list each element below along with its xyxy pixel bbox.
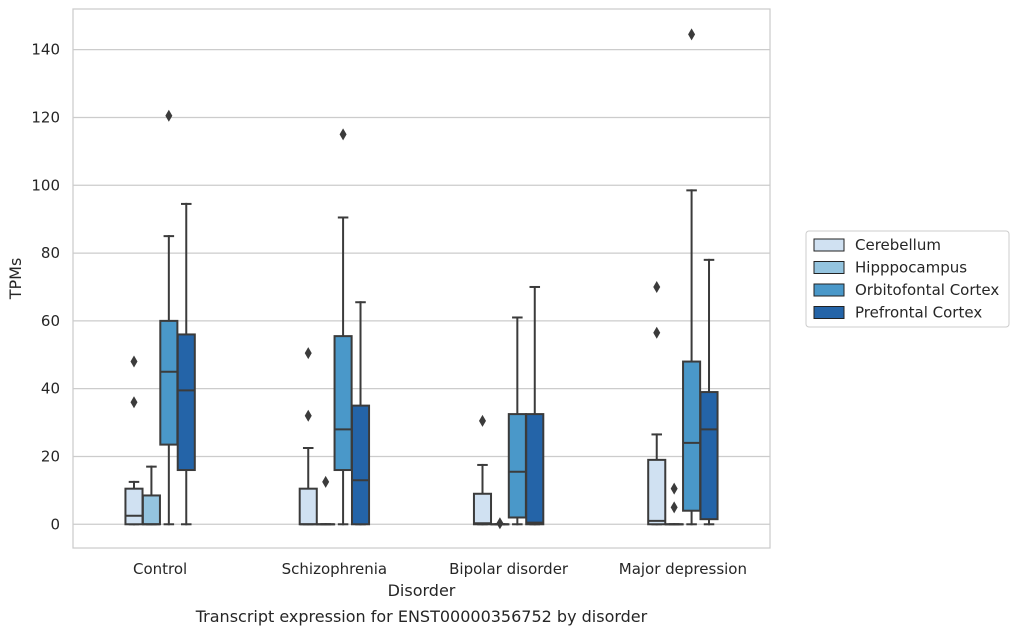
- box-body: [472, 492, 493, 526]
- outlier-point: [688, 28, 696, 41]
- x-tick-label: Control: [133, 560, 187, 578]
- box-body: [350, 404, 371, 526]
- legend-swatch: [813, 261, 845, 274]
- y-tick-label: 80: [41, 244, 60, 262]
- box-body: [525, 413, 545, 526]
- box-body: [141, 494, 161, 526]
- outlier-point: [653, 326, 661, 339]
- legend-item: Prefrontal Cortex: [813, 304, 982, 322]
- y-tick-label: 60: [41, 312, 60, 330]
- outlier-point: [322, 475, 330, 488]
- legend-label: Hipppocampus: [855, 259, 967, 277]
- box-hipppocampus: [141, 465, 161, 526]
- box-orbitofontal-cortex: [333, 128, 353, 526]
- y-axis-label: TPMs: [6, 258, 25, 301]
- y-axis-ticks: 0 20 40 60 80 100 120 140: [31, 41, 60, 534]
- outlier-point: [670, 501, 678, 514]
- legend-swatch: [813, 238, 845, 252]
- box-body: [682, 360, 702, 512]
- legend-label: Orbitofontal Cortex: [855, 281, 999, 299]
- box-orbitofontal-cortex: [507, 316, 527, 526]
- legend-label: Prefrontal Cortex: [855, 304, 982, 322]
- box-cerebellum: [298, 347, 318, 526]
- y-tick-label: 100: [31, 176, 60, 194]
- outlier-point: [304, 347, 312, 360]
- box-plot-series: [124, 28, 719, 530]
- x-axis-ticks: Control Schizophrenia Bipolar disorder Majo…: [133, 560, 747, 578]
- box-body: [647, 458, 667, 526]
- box-cerebellum: [647, 280, 667, 526]
- outlier-point: [496, 517, 504, 530]
- outlier-point: [130, 355, 138, 368]
- box-body: [124, 487, 144, 526]
- x-axis-label: Disorder: [388, 581, 456, 600]
- box-hipppocampus: [664, 482, 684, 526]
- box-prefrontal-cortex: [176, 202, 196, 526]
- y-tick-label: 40: [41, 380, 60, 398]
- box-body: [507, 413, 527, 519]
- legend-item: Cerebellum: [813, 236, 941, 254]
- plot-area-frame: [72, 8, 771, 549]
- box-hipppocampus: [490, 517, 510, 530]
- legend: Cerebellum Hipppocampus Orbitofontal Corte…: [805, 230, 1010, 328]
- outlier-point: [478, 414, 486, 427]
- outlier-point: [339, 128, 347, 141]
- y-tick-label: 20: [41, 447, 60, 465]
- legend-label: Cerebellum: [855, 236, 941, 254]
- box-hipppocampus: [316, 475, 336, 526]
- box-body: [298, 487, 318, 526]
- outlier-point: [653, 280, 661, 293]
- box-orbitofontal-cortex: [682, 28, 702, 526]
- box-cerebellum: [472, 414, 493, 526]
- box-prefrontal-cortex: [525, 285, 545, 526]
- y-tick-label: 120: [31, 108, 60, 126]
- box-body: [159, 319, 179, 446]
- box-body: [699, 391, 719, 521]
- legend-frame: [805, 230, 1010, 328]
- x-tick-label: Schizophrenia: [282, 560, 387, 578]
- outlier-point: [670, 482, 678, 495]
- box-prefrontal-cortex: [350, 301, 371, 526]
- outlier-point: [130, 396, 138, 409]
- y-tick-label: 140: [31, 41, 60, 59]
- box-body: [176, 333, 196, 472]
- box-body: [333, 335, 353, 472]
- legend-item: Hipppocampus: [813, 259, 967, 277]
- box-orbitofontal-cortex: [159, 109, 179, 526]
- outlier-point: [304, 409, 312, 422]
- x-tick-label: Major depression: [619, 560, 747, 578]
- box-prefrontal-cortex: [699, 258, 719, 526]
- legend-swatch: [813, 283, 845, 297]
- figure-caption: Transcript expression for ENST0000035675…: [195, 607, 648, 626]
- box-cerebellum: [124, 355, 144, 526]
- y-tick-label: 0: [50, 515, 60, 533]
- legend-item: Orbitofontal Cortex: [813, 281, 999, 299]
- outlier-point: [165, 109, 173, 122]
- x-tick-label: Bipolar disorder: [449, 560, 569, 578]
- legend-swatch: [813, 306, 845, 319]
